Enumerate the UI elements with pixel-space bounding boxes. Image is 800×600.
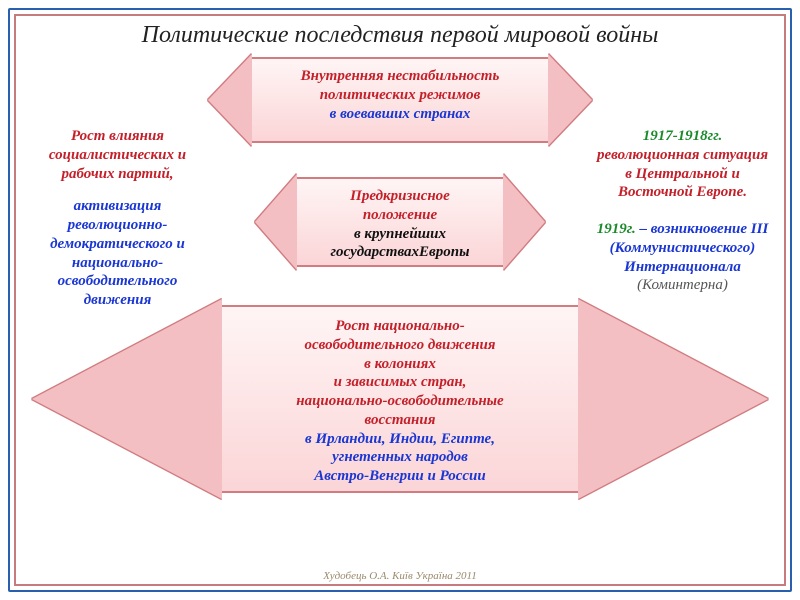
- right-p1: 1917-1918гг. революционная ситуация в Це…: [595, 127, 770, 202]
- text-line: освободительного движения: [230, 336, 570, 355]
- left-panel: Рост влияния социалистических и рабочих …: [30, 127, 205, 310]
- credit-line: Худобець О.А. Київ Україна 2011: [16, 570, 784, 582]
- diagram-canvas: Внутренняя нестабильность политических р…: [16, 57, 784, 565]
- text-line: политических режимов: [262, 86, 538, 105]
- year-1917-1918: 1917-1918гг.: [643, 128, 723, 144]
- text-line: Австро-Венгрии и России: [230, 467, 570, 486]
- year-1919: 1919г.: [597, 221, 636, 237]
- text-line: в воевавших странах: [262, 105, 538, 124]
- text-line: в колониях: [230, 355, 570, 374]
- arrow-national-liberation: Рост национально- освободительного движе…: [16, 305, 784, 493]
- arrow-precrisis: Предкризисное положение в крупнейших гос…: [295, 177, 505, 267]
- text-line: и зависимых стран,: [230, 373, 570, 392]
- text-line: положение: [307, 206, 493, 225]
- text-line: Внутренняя нестабильность: [262, 67, 538, 86]
- text-line: национально-освободительные: [230, 392, 570, 411]
- right-panel: 1917-1918гг. революционная ситуация в Це…: [595, 127, 770, 295]
- right-p1-rest: революционная ситуация в Центральной и В…: [597, 147, 768, 201]
- right-p2: 1919г. – возникновение III (Коммунистиче…: [595, 220, 770, 295]
- left-red-text: Рост влияния социалистических и рабочих …: [30, 127, 205, 183]
- text-line: в Ирландии, Индии, Египте,: [230, 430, 570, 449]
- text-line: в крупнейших: [307, 225, 493, 244]
- page-title: Политические последствия первой мировой …: [16, 16, 784, 57]
- right-p2-paren: (Коминтерна): [637, 277, 728, 293]
- arrow-internal-instability: Внутренняя нестабильность политических р…: [250, 57, 550, 143]
- text-line: Рост национально-: [230, 317, 570, 336]
- text-line: государствахЕвропы: [307, 243, 493, 262]
- text-line: Предкризисное: [307, 187, 493, 206]
- text-line: угнетенных народов: [230, 448, 570, 467]
- text-line: восстания: [230, 411, 570, 430]
- left-blue-text: активизация революционно-демократическог…: [30, 197, 205, 310]
